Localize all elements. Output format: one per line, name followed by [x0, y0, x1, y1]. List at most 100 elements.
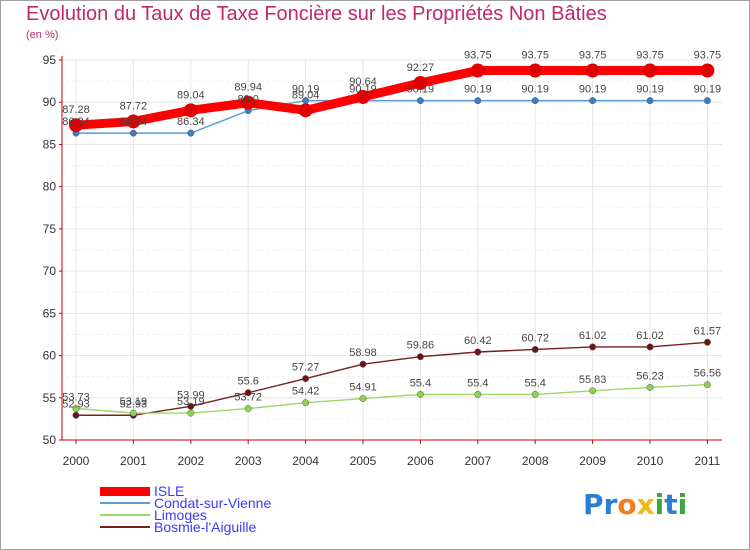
data-label: 60.72: [521, 332, 549, 344]
data-label: 53.73: [62, 392, 90, 404]
data-label: 53.99: [177, 389, 205, 401]
x-tick-label: 2003: [235, 454, 262, 468]
data-point: [703, 97, 711, 105]
data-label: 90.19: [292, 84, 320, 96]
data-label: 55.4: [524, 377, 545, 389]
legend-label: Condat-sur-Vienne: [154, 495, 272, 511]
data-label: 55.6: [237, 376, 258, 388]
x-tick-label: 2000: [63, 454, 90, 468]
data-label: 87.72: [120, 100, 148, 112]
data-label: 86.34: [120, 116, 148, 128]
data-point: [187, 402, 195, 410]
data-point: [356, 89, 370, 104]
data-label: 58.98: [349, 347, 377, 359]
x-tick-label: 2005: [350, 454, 377, 468]
data-label: 56.23: [636, 370, 664, 382]
data-label: 87.28: [62, 104, 90, 116]
x-tick-label: 2001: [120, 454, 147, 468]
y-tick-label: 50: [43, 433, 57, 447]
series-line-3: [76, 341, 708, 416]
legend-label: ISLE: [154, 483, 185, 499]
series-line-1: [76, 99, 708, 134]
logo-letter: P: [583, 488, 604, 521]
data-label: 93.75: [636, 50, 664, 62]
data-point: [416, 97, 424, 105]
data-label: 89.0: [237, 94, 258, 106]
legend-item: Condat-sur-Vienne: [100, 495, 272, 511]
data-label: 55.83: [579, 374, 607, 386]
data-label: 89.04: [177, 89, 205, 101]
data-point: [183, 103, 198, 118]
data-label: 52.93: [120, 398, 148, 410]
data-point: [359, 395, 367, 402]
data-point: [302, 399, 310, 407]
data-label: 53.72: [234, 392, 262, 404]
x-tick-label: 2006: [407, 454, 434, 468]
data-label: 61.02: [636, 330, 664, 342]
y-tick-label: 55: [43, 391, 57, 405]
x-tick-label: 2011: [694, 454, 720, 468]
data-point: [302, 375, 310, 383]
legend-label: Bosmie-l'Aiguille: [154, 519, 257, 535]
legend-item: ISLE: [100, 483, 271, 499]
data-point: [646, 343, 654, 351]
logo-letter: x: [636, 488, 655, 521]
data-label: 90.19: [464, 84, 492, 96]
data-label: 93.75: [521, 50, 549, 62]
data-point: [187, 409, 195, 417]
chart-unit: (en %): [26, 29, 59, 41]
data-label: 89.94: [234, 82, 262, 94]
data-point: [585, 63, 600, 78]
y-tick-label: 80: [43, 180, 57, 194]
data-point: [474, 390, 482, 398]
x-tick-label: 2004: [292, 454, 319, 468]
data-label: 86.34: [177, 116, 205, 128]
data-label: 92.27: [407, 62, 435, 74]
data-label: 89.04: [292, 89, 320, 101]
legend-swatch: [100, 502, 150, 504]
data-label: 86.34: [62, 116, 90, 128]
legend-label: Limoges: [154, 507, 207, 523]
data-label: 90.19: [349, 84, 377, 96]
data-point: [244, 389, 252, 397]
data-point: [187, 129, 195, 137]
logo-letter: r: [603, 488, 618, 521]
data-label: 90.19: [694, 84, 722, 96]
data-point: [244, 405, 252, 413]
data-point: [416, 353, 424, 361]
data-point: [531, 390, 539, 398]
data-label: 53.19: [120, 396, 148, 408]
y-tick-label: 90: [43, 95, 57, 109]
data-point: [703, 338, 711, 346]
proxiti-logo: Proxiti: [583, 488, 687, 521]
x-tick-label: 2008: [522, 454, 549, 468]
data-label: 90.64: [349, 76, 377, 88]
data-label: 90.19: [579, 84, 607, 96]
y-tick-label: 85: [43, 137, 57, 151]
legend-swatch: [100, 526, 150, 528]
data-point: [646, 383, 654, 391]
data-label: 90.19: [521, 84, 549, 96]
y-tick-label: 70: [43, 264, 57, 278]
data-point: [241, 95, 256, 110]
data-label: 61.02: [579, 330, 607, 342]
data-point: [531, 97, 539, 105]
data-point: [129, 129, 137, 137]
data-point: [703, 381, 711, 389]
data-point: [589, 343, 597, 351]
logo-letter: i: [677, 488, 688, 521]
data-point: [126, 114, 141, 129]
y-tick-label: 75: [43, 222, 57, 236]
logo-letter: t: [664, 488, 678, 521]
data-point: [72, 411, 80, 419]
data-point: [129, 409, 137, 417]
data-label: 60.42: [464, 335, 492, 347]
data-point: [470, 63, 485, 78]
legend-swatch: [100, 486, 150, 496]
data-label: 54.91: [349, 382, 377, 394]
data-point: [474, 348, 482, 356]
data-label: 57.27: [292, 362, 320, 374]
data-point: [298, 103, 313, 118]
data-label: 56.56: [694, 368, 722, 380]
